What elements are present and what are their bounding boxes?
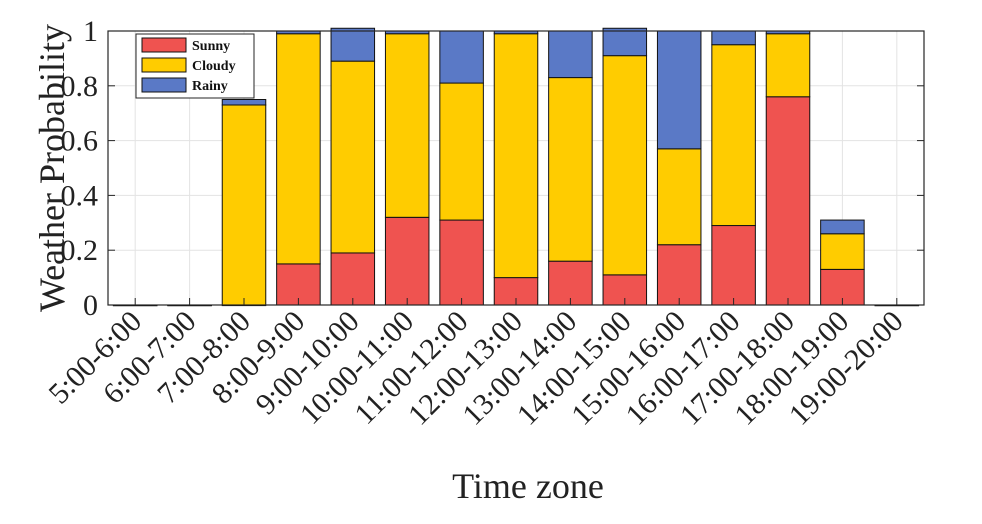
bar-segment-rainy: [330, 27, 376, 62]
y-tick-label: 0.6: [61, 125, 99, 158]
legend: Sunny Cloudy Rainy: [135, 33, 255, 99]
bar-segment-sunny: [330, 252, 376, 306]
bar-segment-sunny: [384, 216, 430, 306]
bar-segment-sunny: [439, 219, 484, 306]
bar-segment-cloudy: [602, 55, 648, 276]
legend-label-sunny: Sunny: [192, 39, 230, 54]
legend-swatch-rainy: [141, 77, 187, 93]
legend-label-cloudy: Cloudy: [192, 59, 236, 74]
bar-segment-rainy: [439, 30, 484, 84]
bar-segment-cloudy: [330, 60, 376, 254]
y-tick-label: 0: [83, 289, 98, 322]
bar-segment-rainy: [711, 30, 756, 46]
stacked-bars: [112, 27, 920, 307]
legend-swatch-cloudy: [141, 57, 187, 73]
x-axis-title: Time zone: [452, 466, 604, 506]
y-tick-label: 0.8: [61, 70, 99, 103]
bar-segment-cloudy: [439, 82, 484, 221]
y-axis-title: Weather Probability: [32, 24, 72, 312]
bar-segment-cloudy: [765, 33, 811, 98]
bar-segment-sunny: [548, 260, 593, 306]
bar-segment-rainy: [221, 99, 267, 106]
bar-segment-sunny: [711, 225, 756, 306]
bar-segment-cloudy: [548, 77, 593, 262]
bar-segment-cloudy: [384, 33, 430, 218]
bar-segment-cloudy: [820, 233, 865, 270]
y-tick-label: 1: [83, 15, 98, 48]
bar-segment-cloudy: [276, 33, 321, 265]
bar-segment-cloudy: [221, 104, 267, 306]
bar-segment-rainy: [548, 30, 593, 79]
y-axis-ticks: 0 0.2 0.4 0.6 0.8 1: [61, 15, 924, 322]
bar-segment-sunny: [765, 96, 811, 306]
bar-segment-cloudy: [656, 148, 702, 246]
bar-segment-rainy: [820, 219, 865, 235]
bar-segment-rainy: [602, 27, 648, 57]
bar-segment-rainy: [656, 30, 702, 150]
x-axis-ticks: 5:00-6:006:00-7:007:00-8:008:00-9:009:00…: [42, 298, 910, 432]
legend-swatch-sunny: [141, 37, 187, 53]
y-tick-label: 0.4: [61, 179, 99, 212]
bar-segment-cloudy: [493, 33, 539, 279]
bar-segment-sunny: [656, 244, 702, 306]
bar-segment-cloudy: [711, 44, 756, 227]
legend-label-rainy: Rainy: [192, 79, 228, 94]
y-tick-label: 0.2: [61, 234, 99, 267]
